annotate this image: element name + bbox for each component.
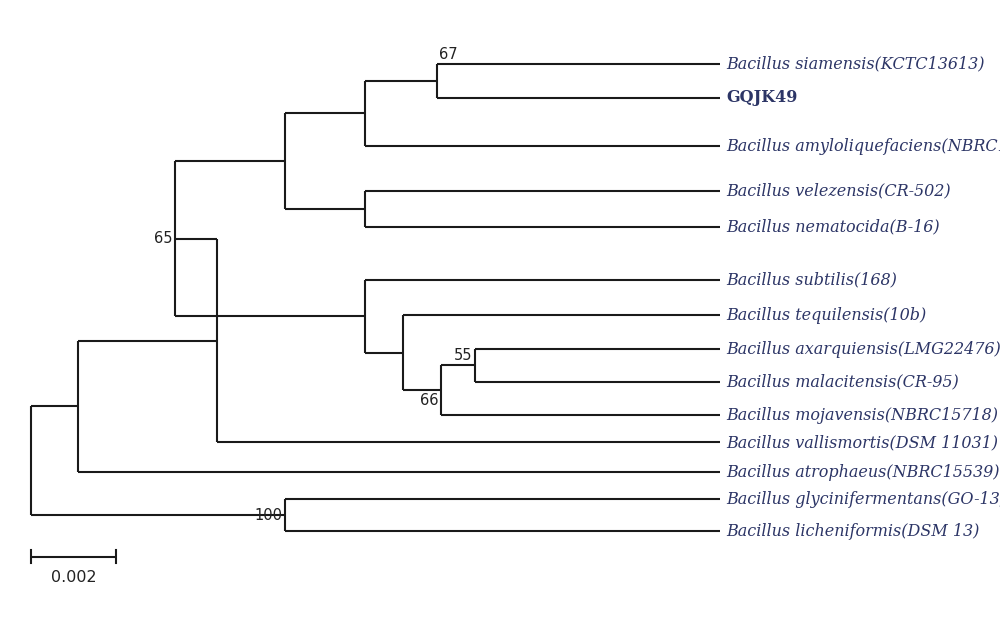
Text: Bacillus tequilensis(10b): Bacillus tequilensis(10b)	[726, 307, 927, 324]
Text: 65: 65	[154, 232, 173, 246]
Text: Bacillus nematocida(B-16): Bacillus nematocida(B-16)	[726, 218, 940, 235]
Text: Bacillus vallismortis(DSM 11031): Bacillus vallismortis(DSM 11031)	[726, 434, 998, 451]
Text: 66: 66	[420, 392, 439, 408]
Text: Bacillus siamensis(KCTC13613): Bacillus siamensis(KCTC13613)	[726, 55, 985, 73]
Text: Bacillus axarquiensis(LMG22476): Bacillus axarquiensis(LMG22476)	[726, 341, 1000, 358]
Text: Bacillus malacitensis(CR-95): Bacillus malacitensis(CR-95)	[726, 373, 959, 390]
Text: Bacillus velezensis(CR-502): Bacillus velezensis(CR-502)	[726, 183, 951, 200]
Text: GQJK49: GQJK49	[726, 89, 798, 106]
Text: Bacillus mojavensis(NBRC15718): Bacillus mojavensis(NBRC15718)	[726, 407, 998, 424]
Text: Bacillus glycinifermentans(GO-13): Bacillus glycinifermentans(GO-13)	[726, 491, 1000, 508]
Text: Bacillus licheniformis(DSM 13): Bacillus licheniformis(DSM 13)	[726, 523, 980, 540]
Text: 100: 100	[254, 508, 282, 523]
Text: 55: 55	[454, 349, 473, 363]
Text: 0.002: 0.002	[51, 569, 96, 584]
Text: Bacillus atrophaeus(NBRC15539): Bacillus atrophaeus(NBRC15539)	[726, 464, 1000, 481]
Text: Bacillus subtilis(168): Bacillus subtilis(168)	[726, 272, 897, 288]
Text: Bacillus amyloliquefaciens(NBRC15535): Bacillus amyloliquefaciens(NBRC15535)	[726, 137, 1000, 155]
Text: 67: 67	[439, 47, 457, 62]
